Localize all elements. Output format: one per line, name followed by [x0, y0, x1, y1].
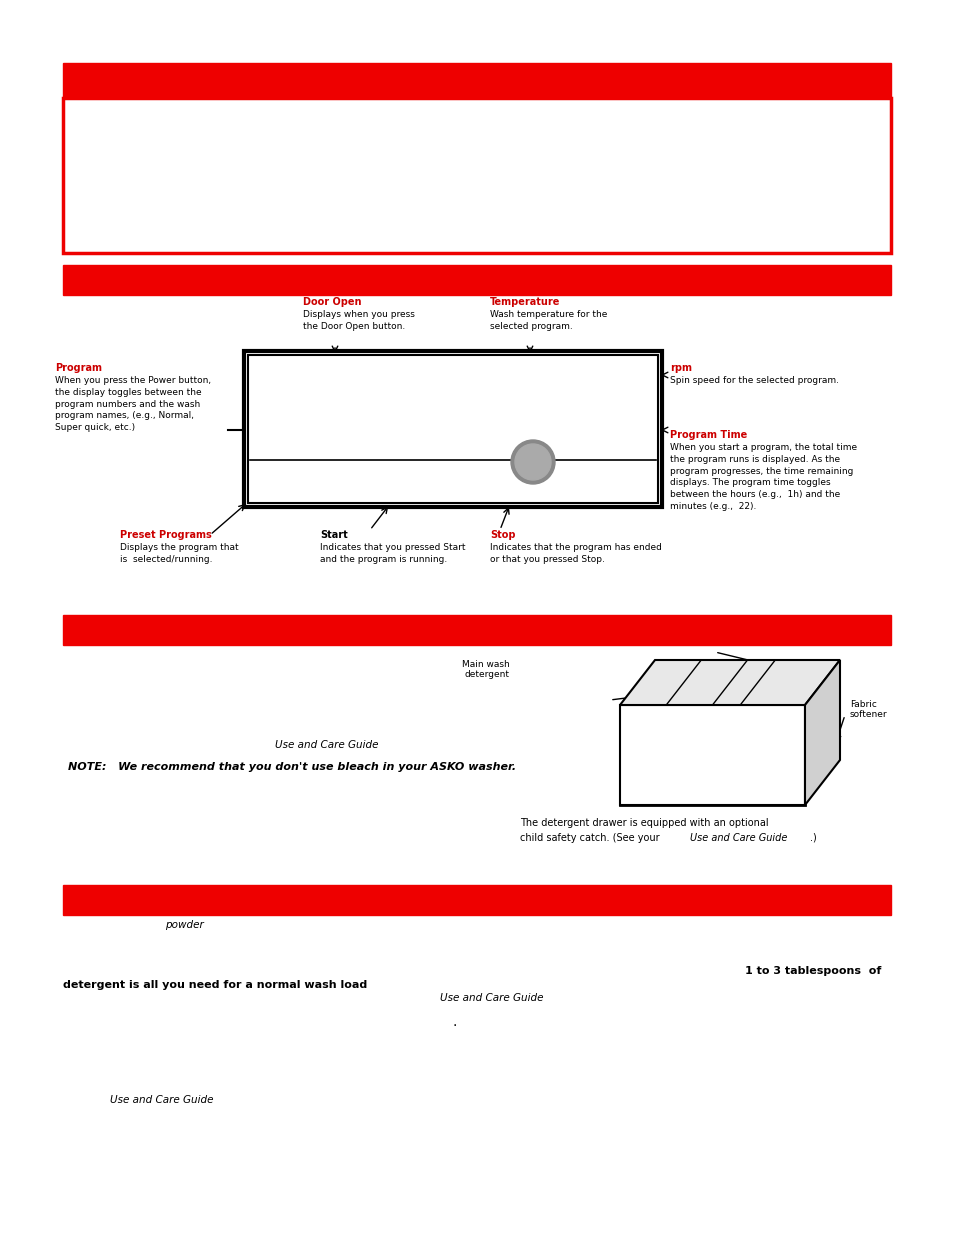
Bar	[63, 615, 890, 645]
Text: powder: powder	[165, 920, 204, 930]
Text: rpm: rpm	[669, 363, 691, 373]
Text: Displays the program that
is  selected/running.: Displays the program that is selected/ru…	[120, 543, 238, 564]
Text: .): .)	[809, 832, 816, 844]
Bar	[63, 63, 890, 98]
Text: Fabric
softener: Fabric softener	[849, 700, 886, 720]
Text: P3  Quick wash: P3 Quick wash	[257, 406, 345, 416]
Text: Use and Care Guide: Use and Care Guide	[274, 740, 378, 750]
Bar	[248, 354, 658, 503]
Text: Temperature: Temperature	[490, 296, 559, 308]
Circle shape	[515, 445, 551, 480]
Text: When you press the Power button,
the display toggles between the
program numbers: When you press the Power button, the dis…	[55, 375, 211, 432]
Text: NOTE:   We recommend that you don't use bleach in your ASKO washer.: NOTE: We recommend that you don't use bl…	[68, 762, 516, 772]
Text: P1  Light wash: P1 Light wash	[257, 370, 345, 380]
Bar	[63, 98, 890, 253]
Text: Use and Care Guide: Use and Care Guide	[439, 993, 543, 1003]
Circle shape	[511, 440, 555, 484]
Text: child safety catch. (See your: child safety catch. (See your	[519, 832, 662, 844]
Text: Preset Programs: Preset Programs	[120, 530, 212, 540]
Text: ⚷: ⚷	[383, 458, 392, 472]
Bar	[619, 705, 804, 805]
Text: 🔒: 🔒	[445, 459, 451, 471]
Text: P1 P2 P3 P4   Start   Stop 105°  43: P1 P2 P3 P4 Start Stop 105° 43	[253, 480, 458, 490]
Text: ◄▶: ◄▶	[265, 128, 284, 141]
Text: Indicates that you pressed Start
and the program is running.: Indicates that you pressed Start and the…	[319, 543, 465, 564]
Text: Start: Start	[319, 530, 348, 540]
Text: Indicates that the program has ended
or that you pressed Stop.: Indicates that the program has ended or …	[490, 543, 661, 564]
Bar	[63, 266, 890, 295]
Text: Spin speed for the selected program.: Spin speed for the selected program.	[669, 375, 838, 385]
Text: Use and Care Guide: Use and Care Guide	[689, 832, 786, 844]
Text: Program Time: Program Time	[669, 430, 746, 440]
Text: P2  Light Wash: P2 Light Wash	[257, 388, 345, 398]
Text: Wash temperature for the
selected program.: Wash temperature for the selected progra…	[490, 310, 607, 331]
Polygon shape	[804, 659, 840, 805]
Text: detergent is all you need for a normal wash load: detergent is all you need for a normal w…	[63, 981, 367, 990]
Text: The detergent drawer is equipped with an optional: The detergent drawer is equipped with an…	[519, 818, 768, 827]
Text: 1 to 3 tablespoons  of: 1 to 3 tablespoons of	[744, 966, 881, 976]
Text: Program: Program	[55, 363, 102, 373]
Text: Main wash
detergent: Main wash detergent	[462, 659, 510, 679]
Text: .: .	[453, 1015, 456, 1029]
Polygon shape	[619, 659, 840, 705]
Text: When you start a program, the total time
the program runs is displayed. As the
p: When you start a program, the total time…	[669, 443, 856, 511]
Text: 1400: 1400	[589, 388, 618, 401]
Text: Use and Care Guide: Use and Care Guide	[110, 1095, 213, 1105]
Text: Door Open: Door Open	[303, 296, 361, 308]
Text: Stop: Stop	[490, 530, 515, 540]
Text: 7.: 7.	[78, 228, 89, 238]
Text: P4  Hand wash: P4 Hand wash	[257, 424, 339, 433]
Text: rpm: rpm	[589, 370, 608, 380]
Bar	[63, 885, 890, 915]
Bar	[244, 351, 661, 508]
Text: Displays when you press
the Door Open button.: Displays when you press the Door Open bu…	[303, 310, 415, 331]
Text: Prewash detergent: Prewash detergent	[720, 637, 804, 646]
